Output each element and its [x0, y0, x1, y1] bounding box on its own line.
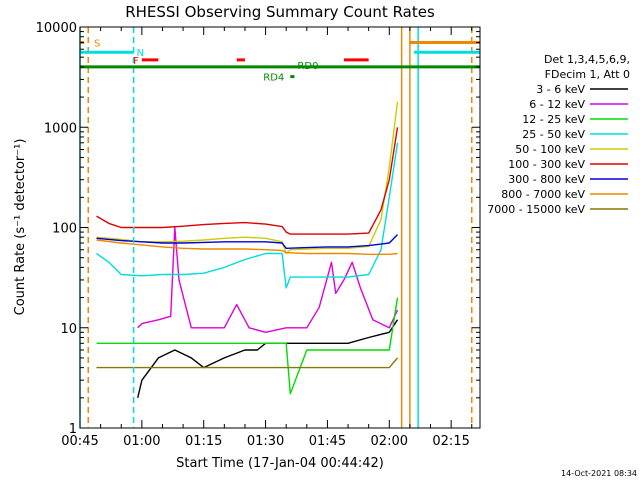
x-tick-label-5: 01:45 — [309, 434, 346, 449]
legend-label-8: 800 - 7000 keV — [501, 188, 585, 201]
x-tick-label-7: 02:15 — [432, 434, 469, 449]
legend-label-4: 25 - 50 keV — [522, 128, 585, 141]
series-line-7 — [96, 234, 399, 250]
series-line-2 — [137, 226, 399, 333]
x-tick-label-6: 02:00 — [371, 434, 408, 449]
legend-label-2: 6 - 12 keV — [529, 98, 585, 111]
series-line-3 — [96, 297, 399, 395]
legend-label-1: 3 - 6 keV — [536, 83, 585, 96]
y-axis-label: Count Rate (s⁻¹ detector⁻¹) — [13, 139, 28, 316]
data-lines — [96, 101, 399, 398]
x-tick-label-1: 00:45 — [61, 434, 98, 449]
series-line-4 — [96, 142, 399, 289]
series-line-9 — [96, 357, 399, 369]
flag-label-rd0: RD0 — [297, 61, 318, 72]
legend-label-7: 300 - 800 keV — [508, 173, 585, 186]
x-tick-label-4: 01:30 — [247, 434, 284, 449]
flag-bars: S NF RD0 RD4 — [80, 39, 480, 84]
legend-label-3: 12 - 25 keV — [522, 113, 585, 126]
y-tick-label-1: 1 — [69, 422, 77, 437]
legend-label-9: 7000 - 15000 keV — [487, 203, 585, 216]
flag-label-rd4: RD4 — [263, 73, 284, 84]
x-tick-label-2: 01:00 — [123, 434, 160, 449]
series-line-5 — [96, 101, 399, 255]
y-tick-label-2: 10 — [60, 322, 77, 337]
legend-header-1: Det 1,3,4,5,6,9, — [544, 53, 630, 66]
x-axis-label: Start Time (17-Jan-04 00:44:42) — [176, 456, 384, 471]
legend-label-6: 100 - 300 keV — [508, 158, 585, 171]
x-tick-label-3: 01:15 — [185, 434, 222, 449]
series-line-1 — [137, 319, 399, 398]
legend: Det 1,3,4,5,6,9, FDecim 1, Att 0 3 - 6 keV… — [487, 53, 630, 216]
series-line-8 — [96, 239, 398, 256]
flag-label-s: S — [94, 39, 100, 50]
legend-header-2: FDecim 1, Att 0 — [545, 68, 630, 81]
y-tick-label-3: 100 — [52, 222, 77, 237]
series-line-6 — [96, 127, 399, 235]
chart-title: RHESSI Observing Summary Count Rates — [125, 3, 435, 21]
legend-label-5: 50 - 100 keV — [515, 143, 585, 156]
flag-label-n: N — [137, 48, 144, 59]
y-tick-label-5: 10000 — [36, 21, 77, 36]
y-tick-label-4: 1000 — [44, 121, 77, 136]
footer-timestamp: 14-Oct-2021 08:34 — [561, 469, 637, 478]
axes: 00:45 01:00 01:15 01:30 01:45 02:00 02:15 1 10 10… — [36, 21, 480, 449]
flag-label-f: F — [133, 56, 139, 67]
